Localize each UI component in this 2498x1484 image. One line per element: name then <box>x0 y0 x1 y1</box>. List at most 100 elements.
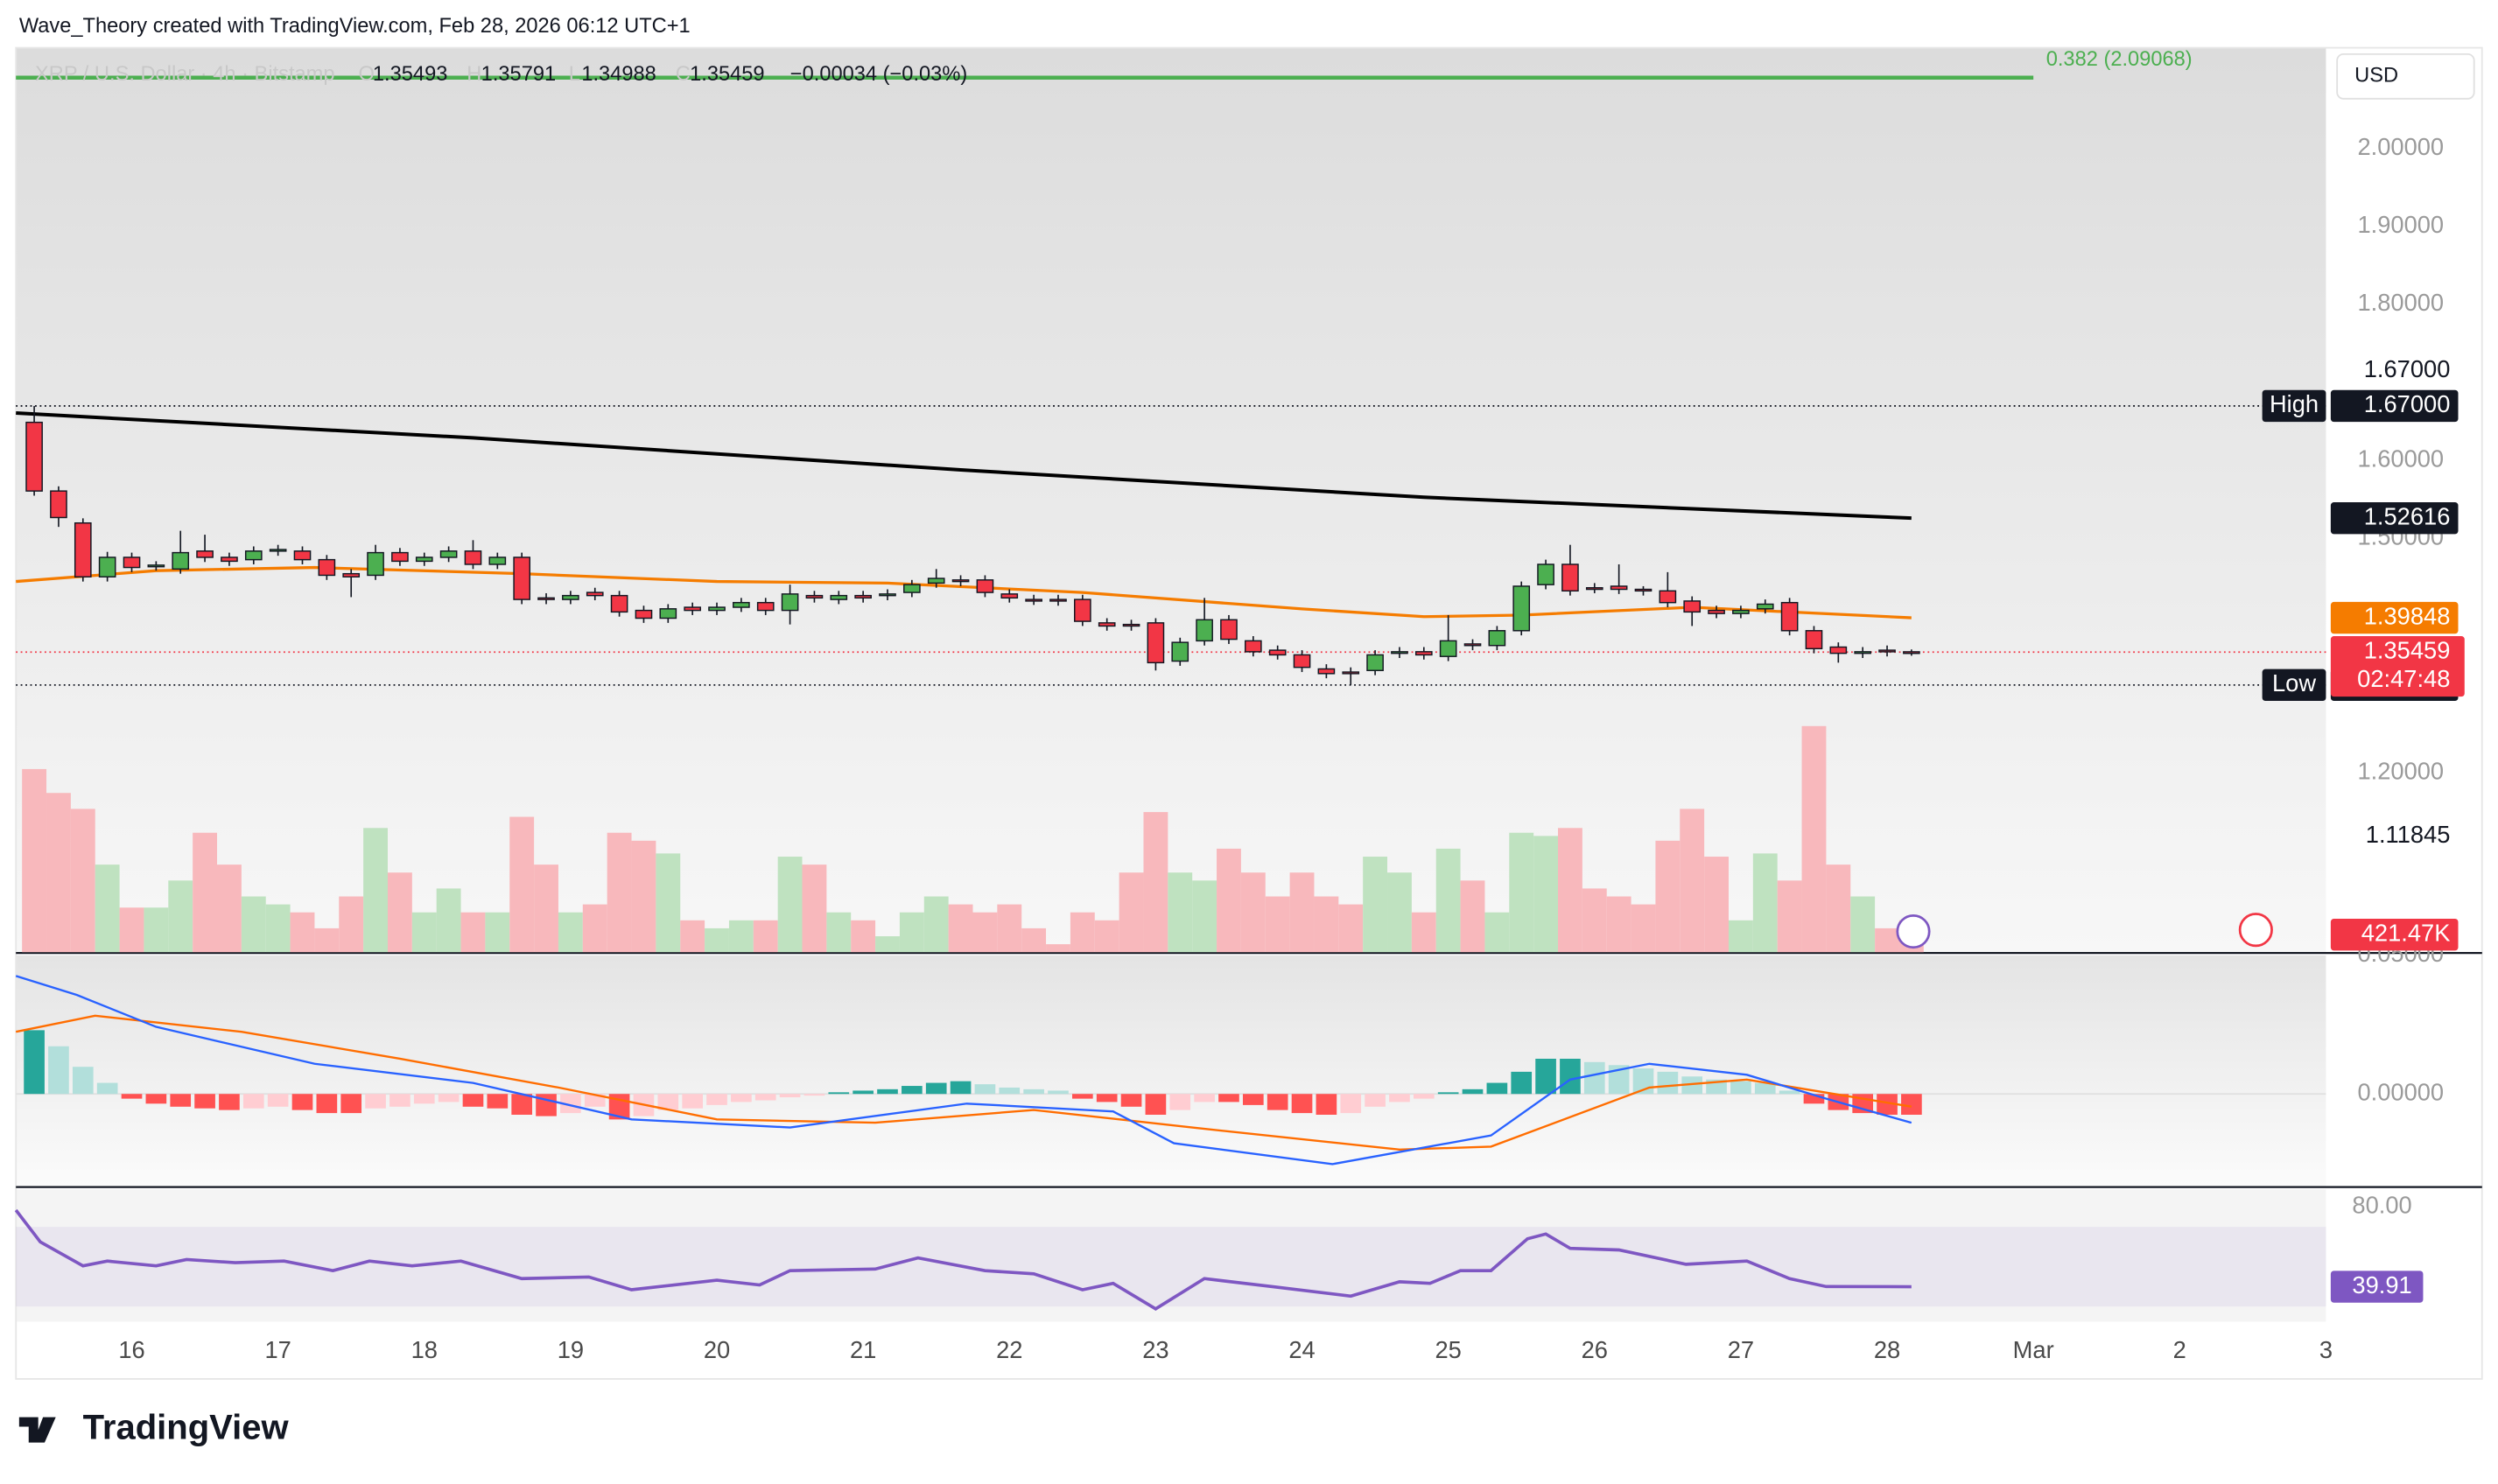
macd-histogram-bar <box>1340 1094 1362 1114</box>
candle-body <box>610 594 628 613</box>
volume-bar <box>1240 872 1266 953</box>
macd-histogram-bar <box>950 1081 972 1095</box>
volume-bar <box>875 936 900 953</box>
volume-bar <box>1801 725 1827 953</box>
macd-histogram-bar <box>194 1094 215 1109</box>
macd-histogram-bar <box>902 1086 923 1095</box>
candle-body <box>1049 598 1067 602</box>
volume-bar <box>70 808 95 953</box>
volume-bar <box>1826 864 1851 953</box>
logo-text: TradingView <box>83 1409 290 1447</box>
macd-histogram-bar <box>462 1094 484 1107</box>
macd-histogram-bar <box>1145 1094 1167 1115</box>
volume-bar <box>119 907 144 953</box>
candle-body <box>244 550 263 561</box>
volume-bar <box>1363 857 1388 953</box>
x-tick-label: 17 <box>264 1336 291 1363</box>
volume-bar <box>1411 912 1436 953</box>
currency-box[interactable] <box>2336 52 2475 100</box>
candle-body <box>781 593 799 612</box>
volume-bar <box>193 832 218 953</box>
candle-body <box>879 593 896 597</box>
main-pane <box>16 47 2326 953</box>
candle-body <box>1561 564 1579 592</box>
candle-body <box>464 550 482 565</box>
volume-bar <box>680 920 705 953</box>
y-tick-label: 1.90000 <box>2357 211 2444 238</box>
candle-body <box>342 572 361 578</box>
legend: XRP / U.S. Dollar · 4h · Bitstamp O 1.35… <box>35 63 967 86</box>
candle-body <box>684 606 701 612</box>
macd-histogram-bar <box>1072 1094 1093 1099</box>
currency-button[interactable]: USD <box>2336 52 2475 100</box>
macd-histogram-bar <box>438 1094 460 1102</box>
candle-body <box>659 608 677 620</box>
volume-bar <box>363 828 388 953</box>
volume-bar <box>972 912 998 953</box>
candle-body <box>1610 585 1628 591</box>
macd-histogram-bar <box>511 1094 533 1115</box>
candle-body <box>1878 649 1896 653</box>
candle-body <box>196 550 214 558</box>
frame <box>15 46 2483 1380</box>
moving-average <box>16 411 1912 521</box>
candle-body <box>50 490 67 519</box>
plot: 16 17 18 19 20 21 22 23 24 25 26 27 28 Mar 2 32.000001.… <box>14 48 2465 1363</box>
volume-bar <box>997 904 1022 953</box>
volume-bar <box>1460 880 1485 953</box>
macd-histogram-bar <box>413 1094 435 1104</box>
candle-body <box>1391 651 1408 654</box>
volume-bar <box>1558 828 1582 953</box>
volume-bar <box>339 896 364 953</box>
candle-body <box>1659 590 1677 604</box>
volume-bar <box>1655 840 1681 953</box>
line-value-label-box <box>2330 601 2459 634</box>
volume-bar <box>485 912 510 953</box>
volume-bar <box>802 864 827 953</box>
volume-bar <box>1192 880 1217 953</box>
legend-label: H <box>467 63 481 86</box>
volume-bar <box>1314 896 1339 953</box>
candle-body <box>951 579 970 583</box>
macd-histogram-bar <box>999 1087 1021 1095</box>
candle-body <box>1244 640 1262 653</box>
candle-body <box>1829 646 1848 654</box>
candle-body <box>318 558 336 577</box>
y-tick-label: 80.00 <box>2352 1192 2411 1219</box>
candle-body <box>1220 619 1238 640</box>
macd-histogram-bar <box>1560 1058 1581 1095</box>
volume-bar <box>777 857 803 953</box>
x-tick-label: 24 <box>1288 1336 1315 1363</box>
volume-value-label-box <box>2330 918 2459 951</box>
y-tick-label: 1.80000 <box>2357 289 2444 316</box>
x-tick-label: 19 <box>558 1336 584 1363</box>
macd-histogram-bar <box>1023 1088 1044 1095</box>
line-value-label-box <box>2330 502 2459 535</box>
x-tick-label: 2 <box>2173 1336 2186 1363</box>
marker-value: 1.67000 <box>2364 390 2451 417</box>
macd-histogram-bar <box>1608 1065 1630 1095</box>
candle-body <box>1293 654 1311 668</box>
candle-body <box>1537 564 1554 585</box>
macd-histogram-bar <box>803 1094 825 1096</box>
candle-body <box>854 594 872 599</box>
macd-histogram-bar <box>853 1090 874 1095</box>
legend-value: 1.35791 <box>481 63 556 86</box>
legend-change: −0.00034 (−0.03%) <box>790 63 967 86</box>
candle-body <box>1342 671 1360 675</box>
event-icon[interactable] <box>1896 914 1931 949</box>
currency[interactable]: USD <box>2354 65 2398 88</box>
volume-bar <box>1484 912 1510 953</box>
volume-bar <box>1509 832 1534 953</box>
candle-body <box>415 556 433 563</box>
event-flag[interactable] <box>2238 913 2273 948</box>
candle-body <box>147 564 165 568</box>
candle-body <box>172 551 190 570</box>
macd-histogram-bar <box>267 1094 289 1107</box>
volume-bar <box>1875 928 1899 953</box>
candle-body <box>367 551 384 577</box>
y-tick-label: 1.60000 <box>2357 445 2444 472</box>
macd-histogram-bar <box>1437 1092 1459 1095</box>
macd-histogram-bar <box>1316 1094 1337 1115</box>
x-tick-label: 26 <box>1582 1336 1608 1363</box>
